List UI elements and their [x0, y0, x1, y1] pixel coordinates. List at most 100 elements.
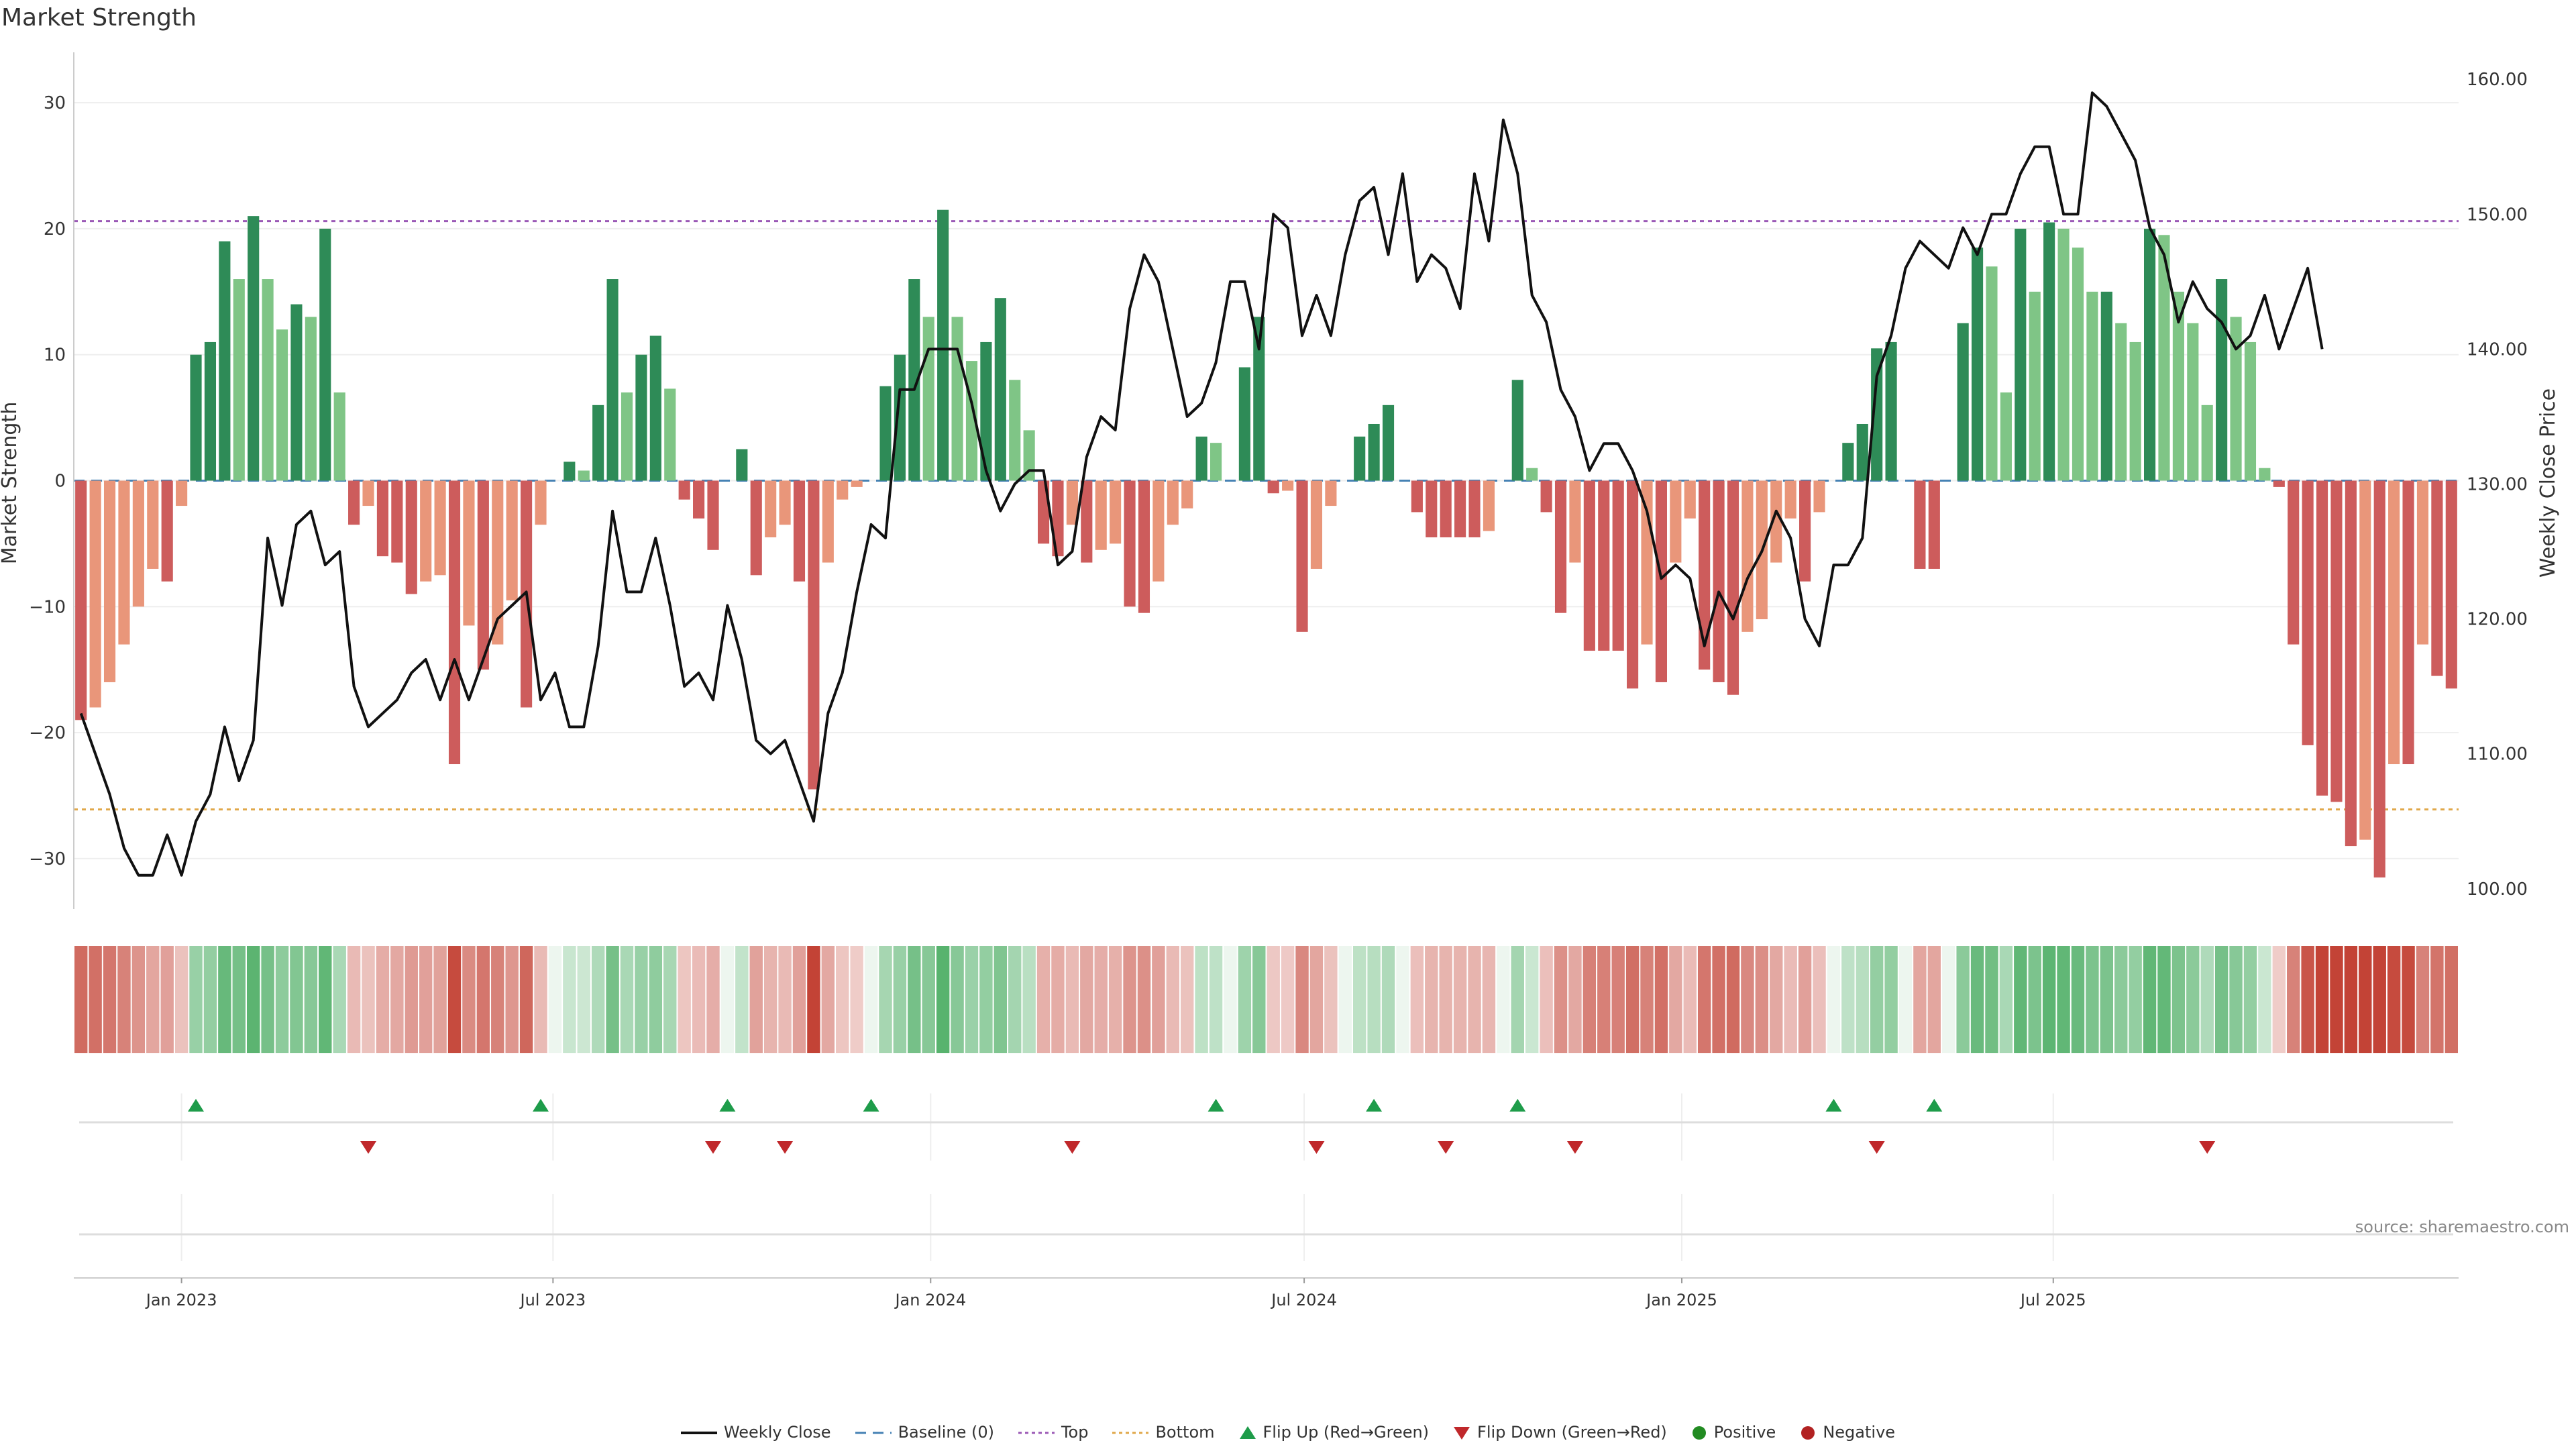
heat-cell [146, 946, 160, 1053]
heat-cell [505, 946, 519, 1053]
heat-cell [1554, 946, 1568, 1053]
heat-cell [462, 946, 476, 1053]
heat-cell [720, 946, 735, 1053]
strength-bar [161, 480, 173, 582]
heat-cell [951, 946, 964, 1053]
strength-bar [1009, 380, 1021, 481]
strength-bar [2288, 480, 2300, 645]
legend-item-flip-down: Flip Down (Green→Red) [1453, 1423, 1667, 1442]
flip-down-marker [1064, 1141, 1081, 1154]
heat-cell [362, 946, 375, 1053]
heat-cell [1683, 946, 1697, 1053]
heat-cell [1295, 946, 1309, 1053]
heat-cell [1582, 946, 1597, 1053]
strength-bar [1885, 341, 1897, 481]
heat-cell [1367, 946, 1381, 1053]
heat-cell [2359, 946, 2372, 1053]
heat-cell [994, 946, 1008, 1053]
strength-bar [405, 480, 417, 594]
heat-cell [606, 946, 619, 1053]
legend-item-baseline: Baseline (0) [855, 1423, 994, 1442]
heat-cell [908, 946, 921, 1053]
heat-cell [936, 946, 950, 1053]
heat-cell [807, 946, 820, 1053]
heat-cell [778, 946, 792, 1053]
strength-bar [1569, 480, 1581, 563]
heat-cell [1970, 946, 1984, 1053]
heat-cell [1338, 946, 1352, 1053]
heat-cell [1770, 946, 1783, 1053]
y-tick-label: −30 [29, 849, 66, 869]
heat-cell [2445, 946, 2458, 1053]
heat-cell [2014, 946, 2027, 1053]
strength-bar [2201, 405, 2213, 481]
heat-cell [2416, 946, 2430, 1053]
strength-bar [1238, 367, 1250, 481]
strength-bar [822, 480, 834, 563]
heat-cell [706, 946, 720, 1053]
heat-cell [1166, 946, 1180, 1053]
heat-cell [1195, 946, 1208, 1053]
strength-bar [1511, 380, 1523, 481]
flip-up-marker [1208, 1099, 1224, 1112]
strength-bar [1426, 480, 1438, 538]
strength-bar [1670, 480, 1682, 563]
strength-bar [1181, 480, 1193, 508]
strength-bar [2373, 480, 2385, 878]
heat-cell [534, 946, 547, 1053]
strength-bar [391, 480, 403, 563]
heat-cell [203, 946, 217, 1053]
strength-bar [693, 480, 705, 519]
strength-bar [1655, 480, 1667, 682]
strength-bar [2100, 291, 2112, 481]
heat-cell [864, 946, 878, 1053]
heat-cell [2186, 946, 2200, 1053]
strength-bar [2015, 228, 2027, 481]
chart-title: Market Strength [1, 4, 197, 32]
strength-bar [765, 480, 777, 538]
strength-bar [75, 480, 87, 720]
heat-cell [246, 946, 260, 1053]
heat-cell [591, 946, 605, 1053]
heat-cell [692, 946, 706, 1053]
strength-bar [506, 480, 518, 600]
heat-cell [1856, 946, 1869, 1053]
strength-bar [477, 480, 489, 670]
heat-cell [433, 946, 447, 1053]
legend-label: Top [1061, 1423, 1089, 1442]
flip-up-marker [719, 1099, 736, 1112]
heat-cell [893, 946, 907, 1053]
heat-cell [1281, 946, 1295, 1053]
strength-bar [2259, 468, 2271, 481]
heat-cell [1956, 946, 1970, 1053]
strength-bar [348, 480, 360, 525]
strength-bar [1023, 430, 1035, 481]
legend-item-weekly-close: Weekly Close [680, 1423, 831, 1442]
heat-cell [1985, 946, 1998, 1053]
strength-bar [2000, 392, 2012, 481]
strength-bar [2244, 341, 2257, 481]
y2-tick-label: 130.00 [2467, 475, 2528, 495]
strength-bar [2029, 291, 2041, 481]
heat-cell [2100, 946, 2114, 1053]
heat-cell [1755, 946, 1769, 1053]
heat-cell [2214, 946, 2229, 1053]
heat-cell [447, 946, 462, 1053]
heat-cell [405, 946, 418, 1053]
heat-cell [2028, 946, 2041, 1053]
heat-cell [922, 946, 935, 1053]
heat-cell [1813, 946, 1826, 1053]
strength-bar [1813, 480, 1825, 513]
heat-cell [1712, 946, 1725, 1053]
heat-cell [1597, 946, 1611, 1053]
strength-bar [2345, 480, 2357, 847]
strength-bar [564, 462, 576, 481]
heat-cell [2430, 946, 2444, 1053]
strength-bar [1095, 480, 1107, 550]
strength-bar [434, 480, 446, 576]
strength-bar [2143, 228, 2156, 481]
heat-cell [649, 946, 663, 1053]
heat-cell [1884, 946, 1898, 1053]
heat-cell [1942, 946, 1955, 1053]
x-tick-label: Jan 2023 [145, 1291, 217, 1309]
